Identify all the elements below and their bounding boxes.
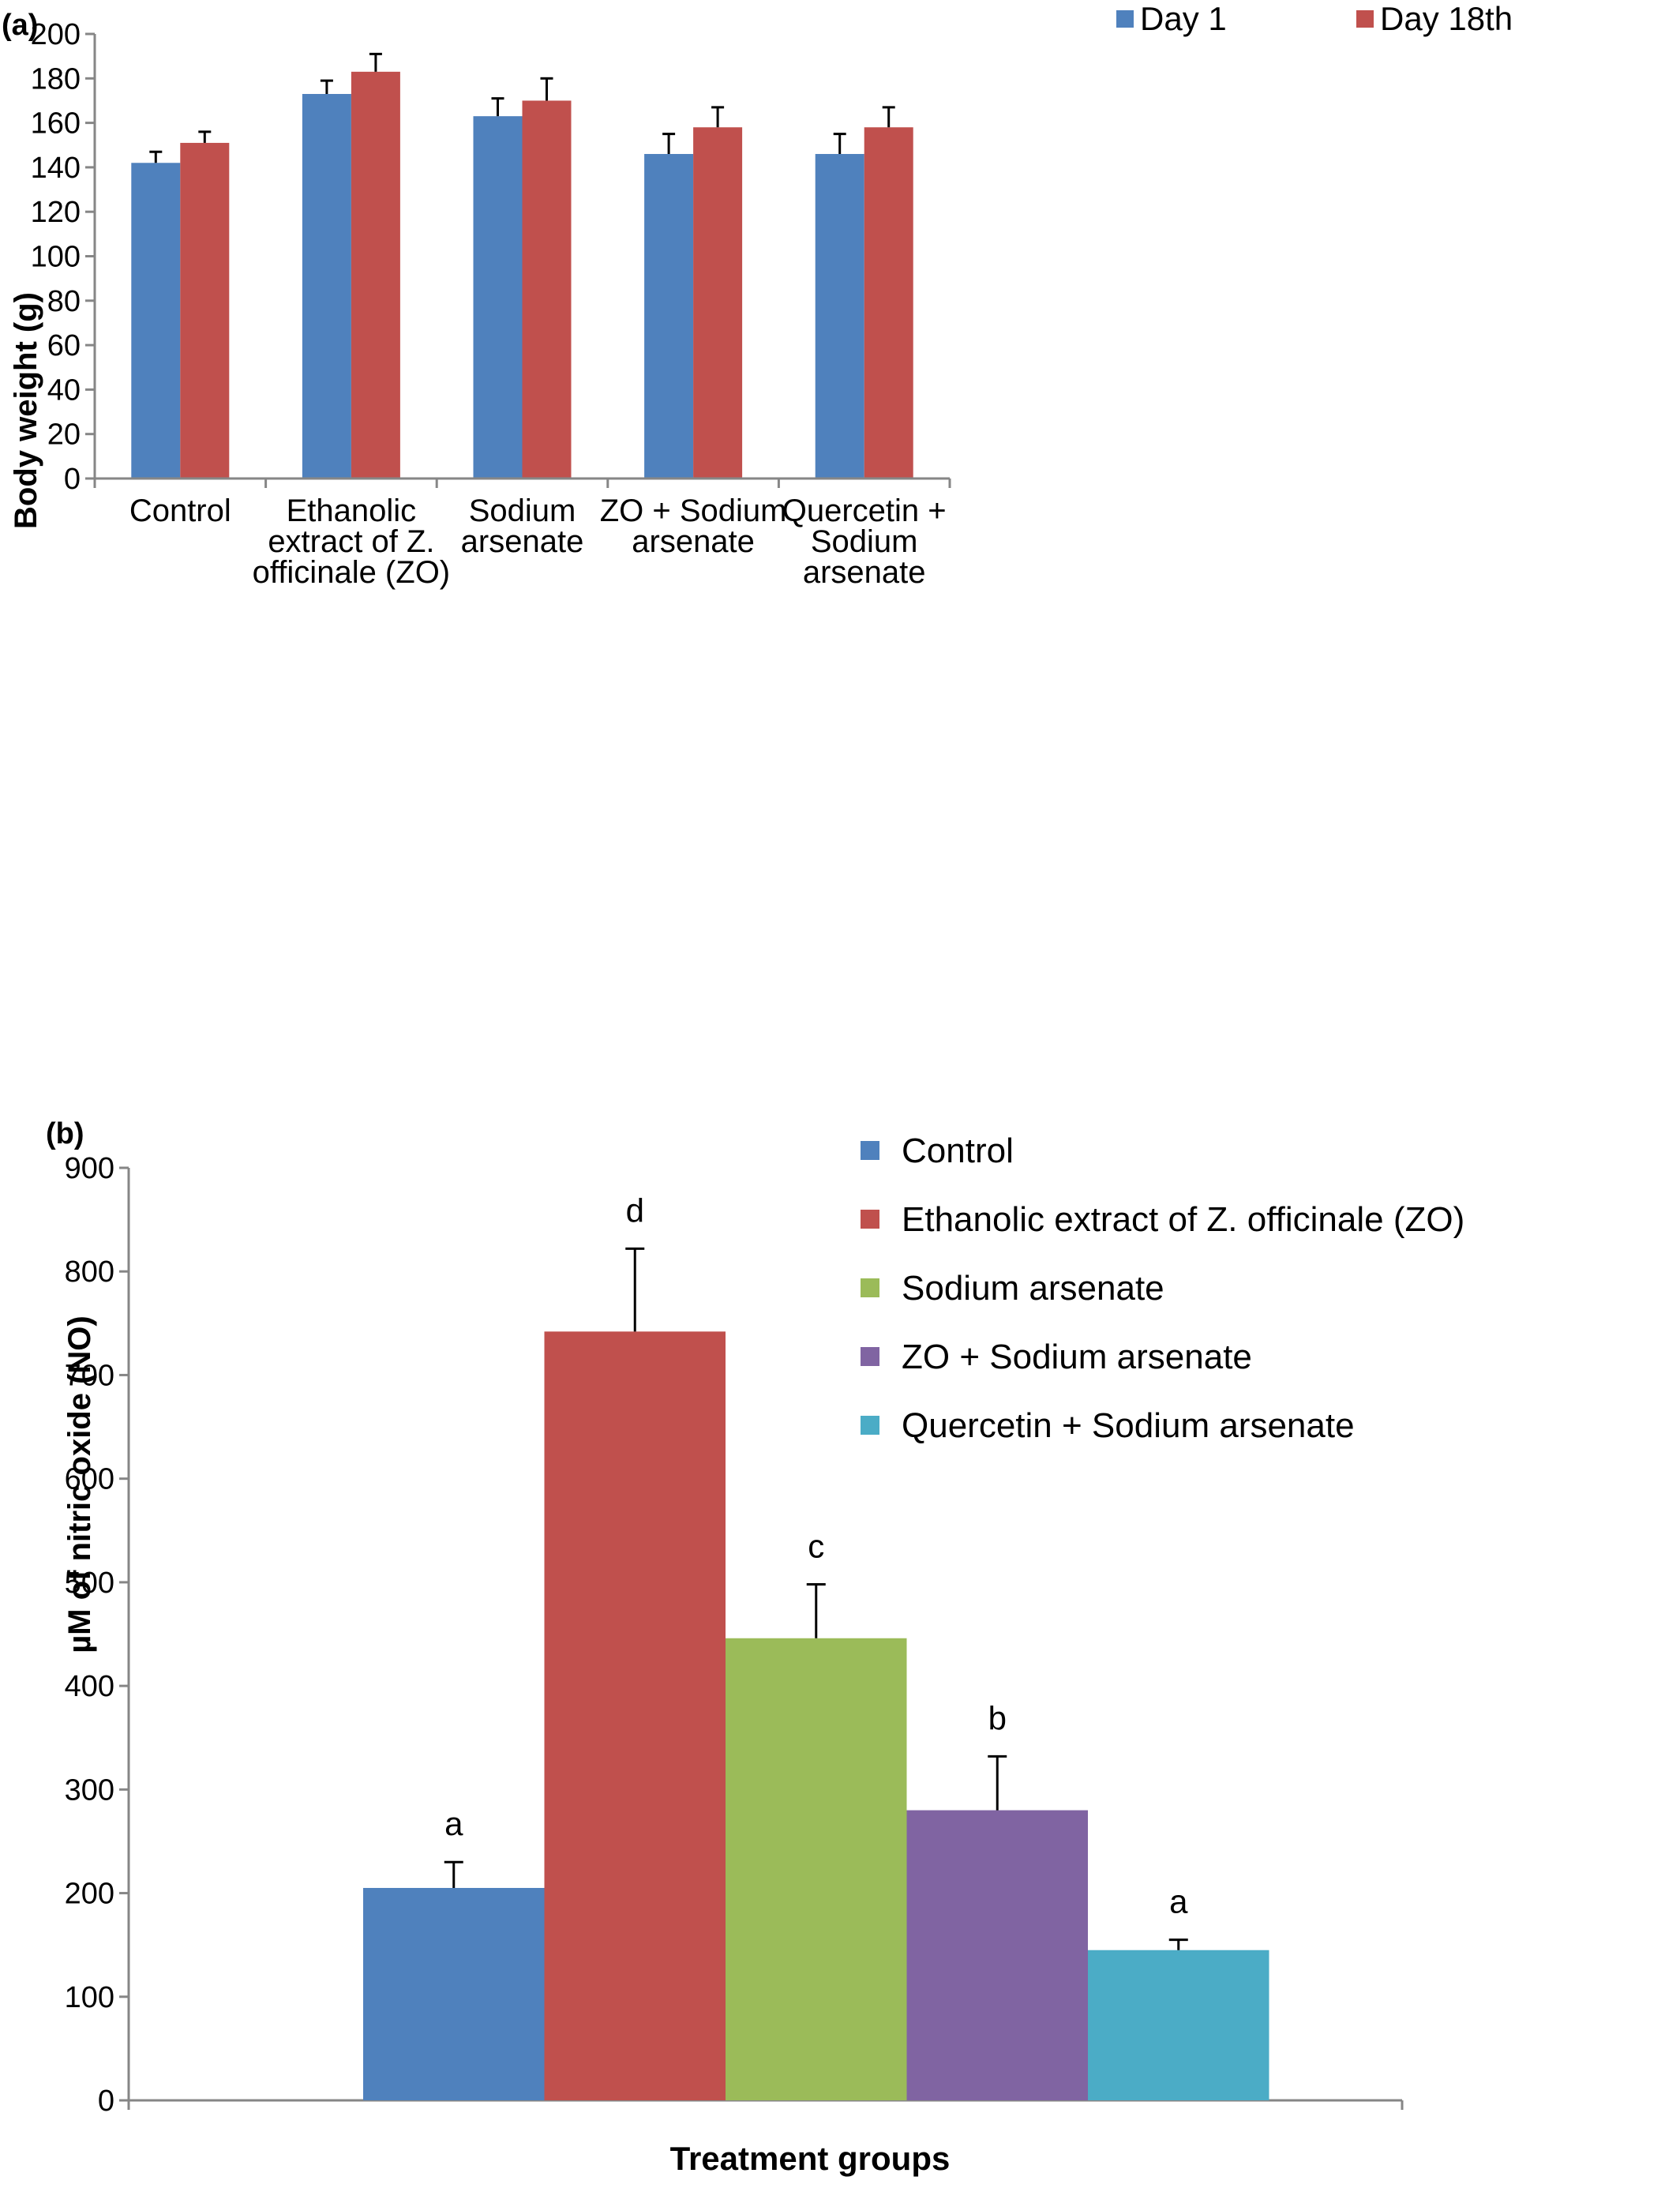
panel-b-legend: Control Ethanolic extract of Z. officinal… — [861, 1132, 1464, 1445]
panel-a-bar — [644, 154, 694, 479]
panel-a-y-tick-label: 80 — [47, 285, 81, 318]
panel-b-bar — [726, 1638, 907, 2100]
panel-b-significance-letter: a — [444, 1805, 463, 1842]
panel-a: (a) Body weight (g) Day 1 Day 18th 0 20 40 6… — [2, 0, 1513, 590]
panel-b-legend-label: Quercetin + Sodium arsenate — [902, 1406, 1355, 1445]
panel-a-legend-label: Day 1 — [1140, 0, 1227, 37]
panel-b-legend-label: Sodium arsenate — [902, 1269, 1164, 1308]
panel-a-bar — [302, 94, 351, 479]
panel-b-bar — [906, 1810, 1088, 2100]
panel-a-x-tick-label: extract of Z. — [268, 524, 434, 559]
panel-a-y-tick-label: 140 — [31, 152, 81, 185]
panel-b-y-tick-label: 700 — [65, 1359, 114, 1392]
panel-a-y-tick-label: 60 — [47, 329, 81, 362]
panel-b-bar — [544, 1331, 726, 2100]
panel-a-x-tick-label: Sodium — [811, 524, 918, 559]
panel-b-legend-label: Control — [902, 1132, 1014, 1170]
panel-a-legend-swatch — [1356, 10, 1374, 28]
panel-a-bar — [815, 154, 864, 479]
panel-a-bars — [131, 52, 913, 479]
panel-a-x-tick-label: officinale (ZO) — [253, 555, 450, 590]
panel-a-y-axis-title: Body weight (g) — [9, 292, 43, 529]
panel-b: (b) µM of nitric oxide (NO) Treatment gr… — [46, 1117, 1464, 2177]
panel-b-legend-swatch — [861, 1210, 879, 1229]
panel-a-y-tick-label: 200 — [31, 18, 81, 51]
panel-a-bar — [864, 127, 913, 479]
panel-b-legend-label: ZO + Sodium arsenate — [902, 1338, 1252, 1376]
panel-a-y-tick-label: 160 — [31, 107, 81, 141]
panel-b-x-axis-title: Treatment groups — [670, 2140, 951, 2177]
panel-a-x-tick-label: Control — [129, 494, 231, 528]
panel-b-significance-letter: b — [988, 1699, 1007, 1736]
panel-a-y-axis: 0 20 40 60 80 100 120 140 160 180 200 — [31, 18, 96, 496]
panel-b-bar — [1088, 1950, 1269, 2100]
panel-a-legend-swatch — [1116, 10, 1134, 28]
panel-b-significance-letter: a — [1169, 1883, 1188, 1920]
panel-b-y-tick-label: 200 — [65, 1878, 114, 1911]
panel-a-legend-label: Day 18th — [1380, 0, 1513, 37]
panel-b-y-axis-title: µM of nitric oxide (NO) — [62, 1315, 97, 1653]
panel-b-legend-swatch — [861, 1347, 879, 1366]
panel-a-x-tick-label: arsenate — [632, 524, 755, 559]
panel-b-legend-label: Ethanolic extract of Z. officinale (ZO) — [902, 1200, 1464, 1239]
panel-b-significance-letter: c — [808, 1528, 824, 1565]
panel-b-y-tick-label: 900 — [65, 1152, 114, 1185]
panel-b-bar — [363, 1887, 545, 2100]
panel-b-y-tick-label: 800 — [65, 1255, 114, 1289]
panel-a-x-tick-label: arsenate — [461, 524, 584, 559]
panel-a-y-tick-label: 180 — [31, 62, 81, 96]
panel-a-y-tick-label: 40 — [47, 373, 81, 407]
panel-a-x-tick-label: arsenate — [803, 555, 926, 590]
panel-a-y-tick-label: 120 — [31, 196, 81, 229]
panel-b-y-tick-label: 300 — [65, 1773, 114, 1807]
panel-b-legend-swatch — [861, 1416, 879, 1435]
panel-b-y-tick-label: 0 — [98, 2085, 114, 2118]
panel-b-y-tick-label: 400 — [65, 1670, 114, 1703]
panel-a-x-tick-label: Sodium — [469, 494, 576, 528]
panel-a-bar — [351, 71, 400, 479]
panel-b-legend-swatch — [861, 1141, 879, 1160]
panel-b-bars: a d c b a — [363, 1192, 1269, 2100]
panel-b-y-tick-label: 500 — [65, 1567, 114, 1600]
panel-a-bar — [473, 116, 523, 479]
panel-a-label: (a) — [2, 9, 38, 42]
panel-a-bar — [522, 100, 572, 479]
panel-b-y-tick-label: 600 — [65, 1463, 114, 1496]
panel-b-label: (b) — [46, 1117, 84, 1150]
panel-a-legend: Day 1 Day 18th — [1116, 0, 1513, 37]
panel-a-bar — [693, 127, 743, 479]
panel-a-y-tick-label: 20 — [47, 418, 81, 452]
panel-a-x-tick-label: ZO + Sodium — [600, 494, 787, 528]
panel-a-x-tick-label: Ethanolic — [287, 494, 417, 528]
panel-a-bar — [180, 142, 230, 479]
panel-a-x-tick-label: Quercetin + — [782, 494, 947, 528]
panel-a-y-tick-label: 100 — [31, 241, 81, 274]
panel-a-bar — [131, 163, 181, 479]
panel-b-legend-swatch — [861, 1278, 879, 1297]
panel-b-significance-letter: d — [626, 1192, 644, 1229]
panel-b-y-tick-label: 100 — [65, 1981, 114, 2014]
panel-a-y-tick-label: 0 — [64, 463, 81, 496]
